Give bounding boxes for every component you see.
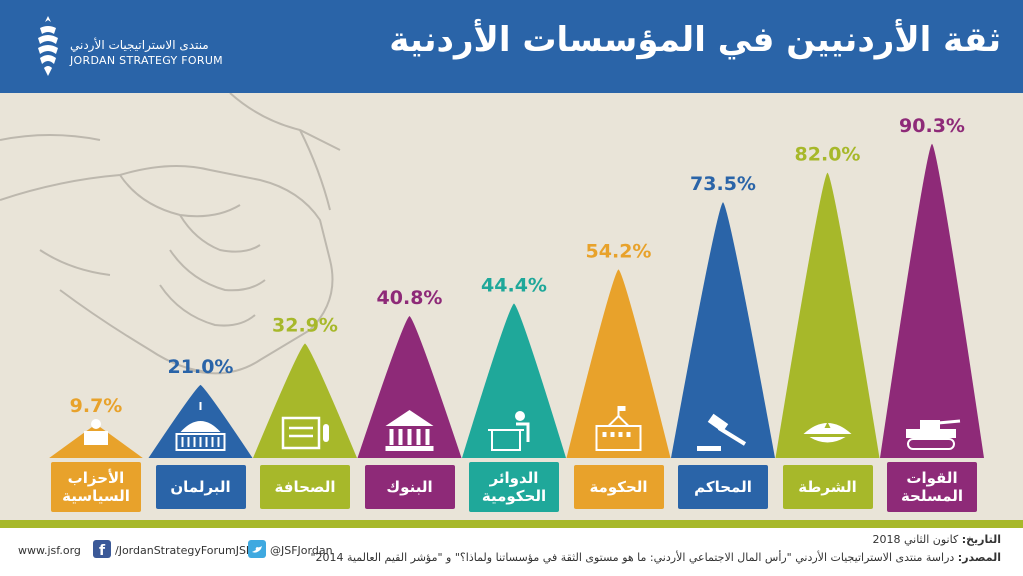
website-link[interactable]: www.jsf.org <box>18 544 81 557</box>
source-label: المصدر: <box>957 551 1001 564</box>
chart-bar-9 <box>880 143 984 459</box>
logo-arabic-name: منتدى الاستراتيجيات الأردني <box>70 38 209 52</box>
chart-bar-5 <box>462 303 566 458</box>
bank-building-icon <box>385 410 434 451</box>
chart-value-label-4: 40.8% <box>377 287 443 309</box>
tank-icon <box>906 419 961 450</box>
source-value: دراسة منتدى الاستراتيجيات الأردني "رأس ا… <box>310 551 955 564</box>
trust-chart: 9.7% 21.0% 32.9% 40.8% 44.4% 54.2% 73.5% 82.0% 9… <box>0 93 984 459</box>
newspaper-icon <box>281 416 329 450</box>
facebook-icon[interactable]: f <box>93 540 111 558</box>
svg-text:f: f <box>99 543 106 558</box>
parliament-building-icon <box>175 402 226 451</box>
footer: www.jsf.org f /JordanStrategyForumJSF @J… <box>0 528 1023 576</box>
jsf-logo-icon <box>38 16 58 76</box>
chart-value-label-9: 90.3% <box>899 115 965 137</box>
category-label-9: القوات المسلحة <box>887 462 977 512</box>
chart-value-label-5: 44.4% <box>481 274 547 296</box>
logo-english-name: JORDAN STRATEGY FORUM <box>70 54 223 67</box>
category-label-2: البرلمان <box>155 465 246 509</box>
handshake-illustration <box>0 93 341 375</box>
category-label-5: الدوائر الحكومية <box>469 462 559 512</box>
police-cap-icon <box>803 422 852 443</box>
twitter-icon[interactable] <box>248 540 266 558</box>
chart-value-label-1: 9.7% <box>70 395 123 417</box>
category-label-7: المحاكم <box>678 465 768 509</box>
date-label: التاريخ: <box>961 533 1001 546</box>
category-label-4: البنوك <box>364 465 455 509</box>
facebook-handle[interactable]: /JordanStrategyForumJSF <box>115 544 253 557</box>
footer-stripe <box>0 520 1023 528</box>
gavel-icon <box>697 413 747 451</box>
chart-value-label-2: 21.0% <box>168 356 234 378</box>
chart-value-label-7: 73.5% <box>690 173 756 195</box>
chart-bar-3 <box>253 343 357 458</box>
category-label-8: الشرطة <box>782 465 873 509</box>
date-line: التاريخ: كانون الثاني 2018 <box>872 533 1001 546</box>
office-worker-icon <box>488 411 530 451</box>
category-label-3: الصحافة <box>260 465 350 509</box>
category-label-1: الأحزاب السياسية <box>51 462 141 512</box>
speaker-podium-icon <box>84 419 108 445</box>
twitter-handle[interactable]: @JSFJordan <box>270 544 333 557</box>
chart-value-label-8: 82.0% <box>795 144 861 166</box>
category-label-6: الحكومة <box>573 465 664 509</box>
chart-bar-4 <box>357 316 462 458</box>
chart-bar-8 <box>775 172 880 458</box>
chart-bar-7 <box>671 202 775 458</box>
header-bar: منتدى الاستراتيجيات الأردني JORDAN STRAT… <box>0 0 1023 93</box>
chart-bar-6 <box>566 269 671 458</box>
page-title: ثقة الأردنيين في المؤسسات الأردنية <box>389 20 1001 60</box>
chart-value-label-3: 32.9% <box>272 315 338 337</box>
date-value: كانون الثاني 2018 <box>872 533 959 546</box>
source-line: المصدر: دراسة منتدى الاستراتيجيات الأردن… <box>310 551 1001 564</box>
government-building-icon <box>595 406 642 451</box>
chart-value-label-6: 54.2% <box>586 240 652 262</box>
